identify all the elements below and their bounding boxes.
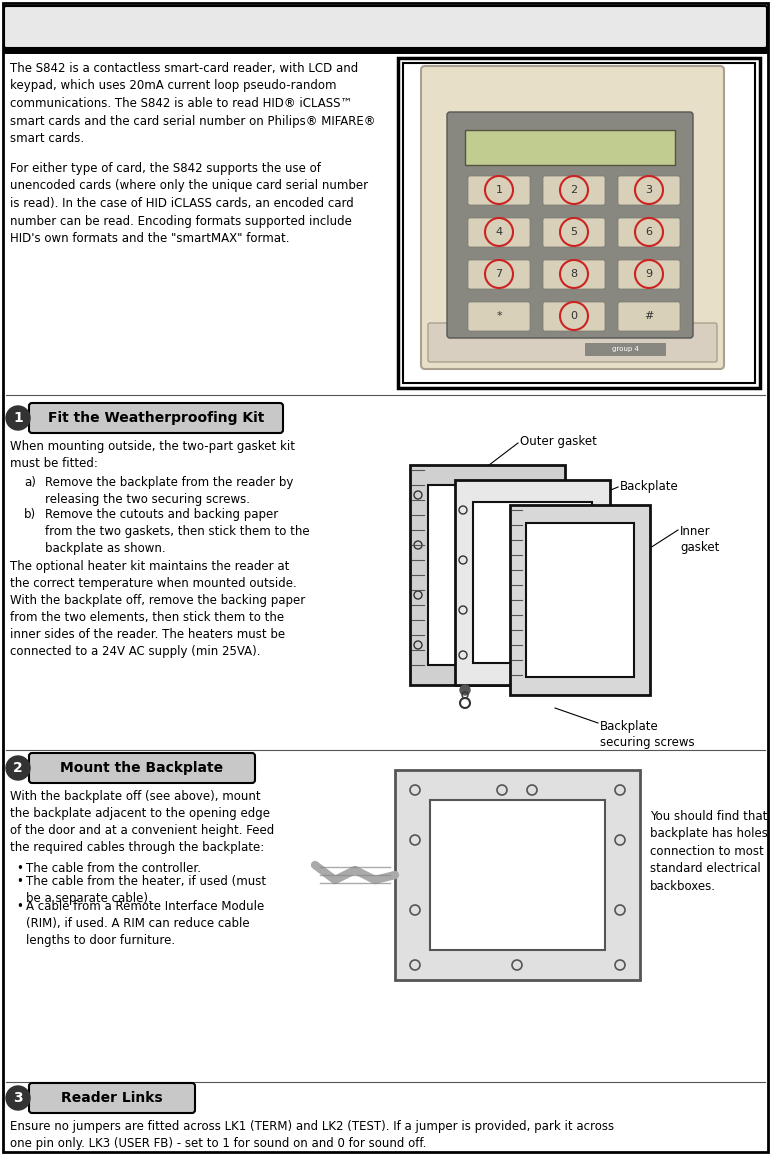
Text: 1: 1	[13, 411, 23, 425]
Text: A cable from a Remote Interface Module
(RIM), if used. A RIM can reduce cable
le: A cable from a Remote Interface Module (…	[26, 900, 264, 947]
Text: Installation and User Instructions for S842 Readers: Installation and User Instructions for S…	[103, 17, 668, 37]
Bar	[395, 770, 640, 979]
Bar	[455, 480, 610, 685]
Circle shape	[6, 407, 30, 430]
Text: 7: 7	[496, 269, 503, 280]
Text: With the backplate off (see above), mount
the backplate adjacent to the opening : With the backplate off (see above), moun…	[10, 790, 274, 854]
Text: 6: 6	[645, 228, 652, 237]
Text: group 4: group 4	[611, 346, 638, 352]
Text: 5: 5	[571, 228, 577, 237]
Text: The optional heater kit maintains the reader at
the correct temperature when mou: The optional heater kit maintains the re…	[10, 560, 305, 658]
Text: The S842 is a contactless smart-card reader, with LCD and
keypad, which uses 20m: The S842 is a contactless smart-card rea…	[10, 62, 375, 146]
FancyBboxPatch shape	[543, 218, 605, 247]
Circle shape	[460, 685, 470, 695]
Text: For either type of card, the S842 supports the use of
unencoded cards (where onl: For either type of card, the S842 suppor…	[10, 162, 368, 245]
FancyBboxPatch shape	[543, 176, 605, 204]
Bar	[410, 465, 565, 685]
Text: Mount the Backplate: Mount the Backplate	[60, 761, 224, 775]
Text: b): b)	[24, 508, 36, 521]
Text: 4: 4	[496, 228, 503, 237]
Text: Remove the cutouts and backing paper
from the two gaskets, then stick them to th: Remove the cutouts and backing paper fro…	[45, 508, 310, 556]
Bar	[510, 505, 650, 695]
FancyBboxPatch shape	[468, 260, 530, 289]
Bar	[398, 58, 760, 388]
FancyBboxPatch shape	[618, 176, 680, 204]
Bar	[515, 672, 535, 680]
Bar	[403, 64, 755, 383]
FancyBboxPatch shape	[618, 260, 680, 289]
Text: When mounting outside, the two-part gasket kit
must be fitted:: When mounting outside, the two-part gask…	[10, 440, 295, 470]
FancyBboxPatch shape	[468, 301, 530, 331]
Text: Reader Links: Reader Links	[61, 1091, 163, 1105]
FancyBboxPatch shape	[29, 1083, 195, 1113]
Text: 8: 8	[571, 269, 577, 280]
Bar	[430, 800, 605, 951]
Bar	[465, 131, 675, 165]
Text: 9: 9	[645, 269, 652, 280]
Text: The cable from the heater, if used (must
be a separate cable).: The cable from the heater, if used (must…	[26, 875, 266, 906]
FancyBboxPatch shape	[543, 301, 605, 331]
Text: 3: 3	[13, 1091, 23, 1105]
FancyBboxPatch shape	[421, 66, 724, 368]
Text: 2: 2	[13, 761, 23, 775]
Text: 3: 3	[645, 185, 652, 195]
Bar	[585, 343, 665, 355]
Text: Backplate: Backplate	[620, 480, 678, 493]
Circle shape	[6, 1086, 30, 1110]
Bar	[526, 523, 634, 677]
Text: Fit the Weatherproofing Kit: Fit the Weatherproofing Kit	[48, 411, 264, 425]
Text: 1: 1	[496, 185, 503, 195]
Text: Inner
gasket: Inner gasket	[680, 526, 719, 554]
Text: Outer gasket: Outer gasket	[520, 435, 597, 448]
Text: You should find that the
backplate has holes for
connection to most
standard ele: You should find that the backplate has h…	[650, 810, 771, 893]
Text: The cable from the controller.: The cable from the controller.	[26, 862, 201, 875]
FancyBboxPatch shape	[543, 260, 605, 289]
FancyBboxPatch shape	[29, 403, 283, 433]
FancyBboxPatch shape	[468, 176, 530, 204]
FancyBboxPatch shape	[447, 112, 693, 338]
Text: Ensure no jumpers are fitted across LK1 (TERM) and LK2 (TEST). If a jumper is pr: Ensure no jumpers are fitted across LK1 …	[10, 1120, 614, 1150]
FancyBboxPatch shape	[29, 753, 255, 783]
Text: •: •	[16, 875, 23, 888]
Text: 0: 0	[571, 311, 577, 321]
Text: Remove the backplate from the reader by
releasing the two securing screws.: Remove the backplate from the reader by …	[45, 476, 294, 506]
Text: a): a)	[24, 476, 36, 489]
FancyBboxPatch shape	[4, 6, 767, 49]
FancyBboxPatch shape	[428, 323, 717, 362]
Bar	[428, 485, 547, 665]
Text: Backplate
securing screws: Backplate securing screws	[600, 720, 695, 748]
Text: #: #	[645, 311, 654, 321]
Text: *: *	[497, 311, 502, 321]
Text: •: •	[16, 900, 23, 912]
FancyBboxPatch shape	[618, 301, 680, 331]
Text: 2: 2	[571, 185, 577, 195]
FancyBboxPatch shape	[618, 218, 680, 247]
Bar	[473, 502, 592, 663]
Text: •: •	[16, 862, 23, 875]
Circle shape	[6, 757, 30, 780]
Circle shape	[590, 685, 600, 695]
FancyBboxPatch shape	[468, 218, 530, 247]
